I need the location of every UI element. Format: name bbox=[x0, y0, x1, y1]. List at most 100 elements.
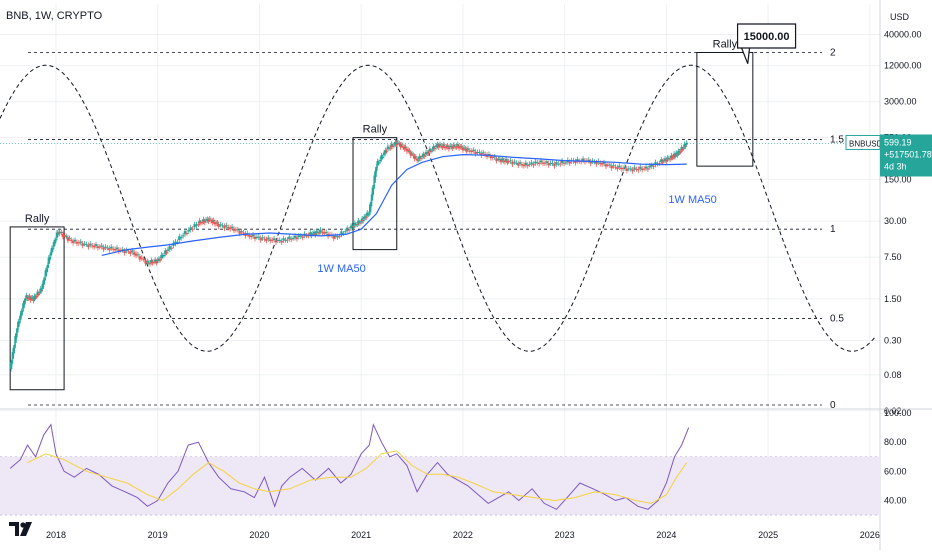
candle-body bbox=[373, 175, 376, 183]
candle-body bbox=[503, 160, 507, 163]
candle-body bbox=[491, 156, 494, 158]
candle-body bbox=[73, 239, 77, 242]
candle-body bbox=[682, 147, 685, 149]
candle-body bbox=[417, 159, 420, 161]
candle-body bbox=[52, 242, 56, 247]
candle-body bbox=[412, 154, 415, 156]
y-tick-label: 30.00 bbox=[884, 216, 907, 226]
candle-body bbox=[75, 241, 79, 244]
candle-body bbox=[125, 249, 128, 251]
candle-body bbox=[151, 262, 154, 264]
candle-body bbox=[558, 163, 562, 165]
candle-body bbox=[654, 162, 657, 165]
candle-body bbox=[499, 159, 503, 163]
candle-body bbox=[434, 145, 438, 148]
candle-body bbox=[150, 259, 153, 263]
candle-body bbox=[349, 226, 353, 229]
candle-body bbox=[159, 259, 162, 261]
candle-body bbox=[497, 158, 500, 160]
candle-body bbox=[681, 149, 684, 151]
candle-body bbox=[324, 231, 328, 234]
candle-body bbox=[381, 157, 384, 159]
candle-body bbox=[336, 236, 339, 238]
price-badge bbox=[880, 134, 932, 177]
candle-body bbox=[148, 262, 152, 264]
candle-body bbox=[384, 150, 387, 154]
candle-body bbox=[14, 335, 17, 343]
candle-body bbox=[46, 264, 50, 268]
candle-body bbox=[385, 151, 388, 153]
candle-body bbox=[15, 333, 18, 338]
candle-body bbox=[518, 162, 522, 164]
candle-body bbox=[534, 161, 537, 164]
candle-body bbox=[423, 155, 426, 157]
candle-body bbox=[61, 233, 65, 237]
candle-body bbox=[217, 224, 220, 227]
rally-label: Rally bbox=[713, 38, 738, 50]
candle-body bbox=[43, 278, 46, 281]
candle-body bbox=[675, 152, 678, 155]
candle-body bbox=[193, 224, 196, 228]
ma50-label: 1W MA50 bbox=[317, 263, 365, 275]
candle-body bbox=[398, 143, 401, 145]
candle-body bbox=[602, 162, 606, 164]
candle-body bbox=[123, 250, 126, 254]
candle-body bbox=[480, 153, 483, 156]
candle-body bbox=[356, 224, 359, 226]
candle-body bbox=[140, 257, 143, 259]
candle-body bbox=[166, 249, 170, 252]
candle-body bbox=[236, 229, 240, 231]
cycle-curve bbox=[0, 64, 876, 352]
candle-body bbox=[404, 146, 407, 148]
candle-body bbox=[115, 247, 119, 250]
candle-body bbox=[248, 235, 251, 237]
candle-body bbox=[334, 235, 337, 237]
candle-body bbox=[672, 153, 676, 157]
candle-body bbox=[393, 144, 396, 146]
candle-body bbox=[214, 222, 218, 224]
candle-body bbox=[593, 161, 596, 163]
candle-body bbox=[200, 222, 204, 224]
candle-body bbox=[25, 295, 28, 298]
price-badge-countdown: 4d 3h bbox=[884, 161, 907, 171]
candle-body bbox=[24, 298, 27, 301]
candle-body bbox=[562, 162, 566, 164]
candle-body bbox=[94, 244, 98, 247]
candle-body bbox=[20, 310, 23, 316]
candle-body bbox=[293, 235, 297, 238]
candle-body bbox=[13, 344, 16, 349]
candle-body bbox=[642, 168, 646, 170]
candle-body bbox=[671, 157, 674, 159]
candle-body bbox=[199, 222, 203, 224]
candle-body bbox=[371, 187, 375, 195]
candle-body bbox=[16, 328, 19, 333]
candle-body bbox=[299, 235, 302, 237]
candle-body bbox=[432, 146, 435, 149]
price-badge-change: +517501.78% bbox=[884, 149, 932, 159]
candle-body bbox=[387, 147, 391, 149]
candle-body bbox=[162, 255, 166, 257]
candle-body bbox=[517, 163, 520, 166]
candle-body bbox=[680, 147, 683, 151]
candle-body bbox=[19, 315, 22, 320]
candle-body bbox=[679, 151, 682, 153]
candle-body bbox=[11, 352, 15, 359]
candle-body bbox=[394, 141, 397, 145]
candle-body bbox=[342, 233, 345, 235]
candle-body bbox=[18, 321, 21, 324]
candle-body bbox=[71, 240, 75, 243]
candle-body bbox=[357, 220, 360, 224]
candle-body bbox=[290, 238, 293, 240]
candle-body bbox=[29, 297, 32, 301]
candle-body bbox=[536, 162, 539, 164]
candle-body bbox=[104, 246, 107, 248]
candle-body bbox=[589, 161, 592, 164]
candle-body bbox=[359, 221, 363, 223]
candle-body bbox=[278, 239, 281, 241]
candle-body bbox=[138, 256, 142, 260]
candle-body bbox=[319, 229, 322, 232]
candle-body bbox=[511, 161, 514, 165]
candle-body bbox=[191, 228, 194, 230]
candle-body bbox=[197, 224, 200, 226]
